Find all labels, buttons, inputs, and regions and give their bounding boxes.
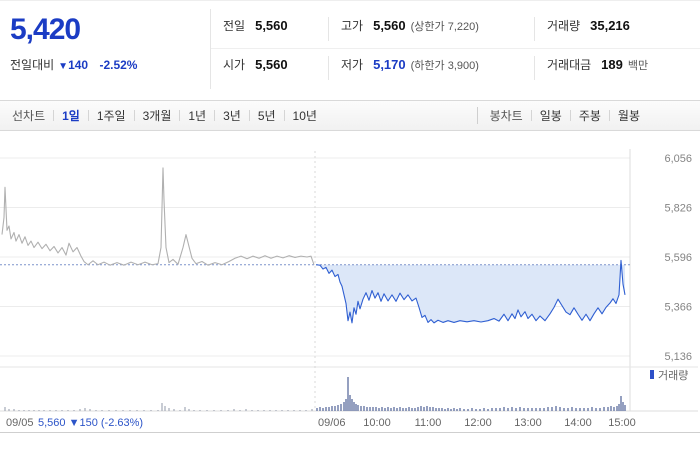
stat-value: 5,170 <box>373 57 406 72</box>
tab-separator <box>569 110 571 121</box>
tab-10year[interactable]: 10년 <box>292 109 317 123</box>
change-label: 전일대비 <box>10 58 55 72</box>
volume-legend-swatch <box>650 370 654 379</box>
change-value: 140 <box>68 58 89 72</box>
tab-3year[interactable]: 3년 <box>223 109 241 123</box>
stat-value: 5,560 <box>255 57 288 72</box>
chart-area[interactable]: 6,056 5,826 5,596 5,366 5,136 거래량 09/05 5,560 ▼… <box>0 132 700 433</box>
stat-trade-value: 거래대금 189 백만 <box>534 56 700 80</box>
y-axis-label: 5,826 <box>664 203 692 215</box>
price-change-row: 전일대비 ▼140 -2.52% <box>10 56 205 73</box>
stat-label: 거래대금 <box>547 58 592 72</box>
stat-value: 189 <box>601 57 623 72</box>
current-day-line <box>315 259 626 324</box>
stat-label: 고가 <box>341 18 364 33</box>
tab-separator <box>133 110 135 121</box>
stat-prev-close: 전일 5,560 <box>211 17 328 41</box>
stat-extra: 백만 <box>627 60 649 72</box>
tab-3month[interactable]: 3개월 <box>142 109 172 123</box>
stat-high: 고가 5,560 (상한가 7,220) <box>328 16 534 41</box>
tab-line-chart[interactable]: 선차트 <box>12 109 46 123</box>
current-day-area <box>316 264 625 323</box>
stat-extra: (상한가 7,220) <box>410 20 479 33</box>
x-axis-label: 15:00 <box>608 417 636 429</box>
current-price: 5,420 <box>10 13 81 46</box>
stat-volume: 거래량 35,216 <box>534 16 700 41</box>
y-axis-label: 5,136 <box>664 351 692 363</box>
tab-separator <box>608 110 610 121</box>
x-axis-label: 09/05 <box>6 417 34 429</box>
volume-legend-label: 거래량 <box>658 369 688 382</box>
stat-value: 5,560 <box>373 17 406 33</box>
candle-tabs: 봉차트 일봉 주봉 월봉 <box>476 107 648 124</box>
stat-label: 저가 <box>341 58 364 72</box>
tab-1week[interactable]: 1주일 <box>96 109 126 123</box>
stat-label: 전일 <box>223 18 246 33</box>
stat-label: 거래량 <box>547 18 581 33</box>
y-axis-label: 5,596 <box>664 252 692 264</box>
price-header: 5,420 전일대비 ▼140 -2.52% 전일 5,560 고가 5,560 … <box>0 1 700 97</box>
x-axis-label: 14:00 <box>564 417 592 429</box>
tab-1year[interactable]: 1년 <box>188 109 207 123</box>
x-axis-label: 13:00 <box>514 417 542 429</box>
stat-extra: (하한가 3,900) <box>410 60 479 72</box>
stat-label: 시가 <box>223 58 246 72</box>
tab-separator <box>87 110 89 121</box>
tab-separator <box>530 110 532 121</box>
stat-open: 시가 5,560 <box>211 56 328 80</box>
tab-separator <box>53 110 55 121</box>
period-tabs: 선차트 1일 1주일 3개월 1년 3년 5년 10년 <box>0 107 325 124</box>
tab-separator <box>248 110 250 121</box>
x-axis-label: 09/06 <box>318 417 346 429</box>
stat-low: 저가 5,170 (하한가 3,900) <box>328 56 534 80</box>
tab-monthly-candle[interactable]: 월봉 <box>617 109 640 123</box>
intraday-chart[interactable]: 6,056 5,826 5,596 5,366 5,136 거래량 09/05 5,560 ▼… <box>0 132 700 433</box>
price-summary: 5,420 전일대비 ▼140 -2.52% <box>10 13 205 73</box>
prev-day-line <box>1 167 315 266</box>
tab-candle-chart[interactable]: 봉차트 <box>489 109 523 123</box>
tab-5year[interactable]: 5년 <box>257 109 276 123</box>
tab-weekly-candle[interactable]: 주봉 <box>578 109 601 123</box>
down-arrow-icon: ▼ <box>58 61 69 72</box>
stats-row-1: 전일 5,560 고가 5,560 (상한가 7,220) 거래량 35,216 <box>211 9 700 48</box>
tab-separator <box>283 110 285 121</box>
tab-daily-candle[interactable]: 일봉 <box>539 109 562 123</box>
group-divider <box>476 107 478 124</box>
x-axis-label: 12:00 <box>464 417 492 429</box>
x-axis-label: 10:00 <box>363 417 391 429</box>
tab-separator <box>214 110 216 121</box>
y-axis-label: 6,056 <box>664 153 692 165</box>
y-axis-label: 5,366 <box>664 302 692 314</box>
x-axis-label: 11:00 <box>415 417 442 429</box>
stats-table: 전일 5,560 고가 5,560 (상한가 7,220) 거래량 35,216… <box>210 9 700 89</box>
x-axis-label: 5,560 ▼150 (-2.63%) <box>38 417 143 429</box>
stat-value: 35,216 <box>590 17 630 33</box>
chart-toolbar: 선차트 1일 1주일 3개월 1년 3년 5년 10년 봉차트 일봉 주봉 월봉 <box>0 100 700 131</box>
tab-1day[interactable]: 1일 <box>62 109 80 123</box>
tab-separator <box>179 110 181 121</box>
stats-row-2: 시가 5,560 저가 5,170 (하한가 3,900) 거래대금 189 백… <box>211 48 700 87</box>
change-percent: -2.52% <box>99 58 138 72</box>
stat-value: 5,560 <box>255 17 288 33</box>
